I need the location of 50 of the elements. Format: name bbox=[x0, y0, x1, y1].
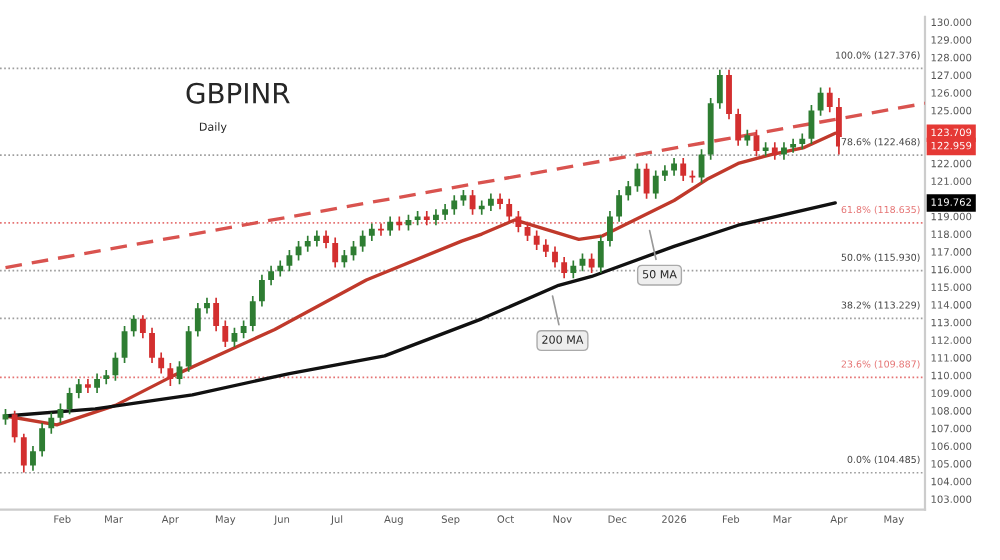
candlestick bbox=[634, 162, 641, 193]
candlestick bbox=[607, 210, 613, 248]
candlestick bbox=[139, 314, 146, 340]
candlestick bbox=[48, 411, 55, 435]
candlestick bbox=[332, 236, 339, 269]
candlestick bbox=[185, 325, 192, 373]
candlestick bbox=[75, 378, 82, 400]
candlestick bbox=[506, 197, 513, 223]
candlestick bbox=[625, 180, 632, 202]
candlestick bbox=[30, 445, 36, 472]
candlestick bbox=[835, 97, 842, 156]
candlestick bbox=[158, 351, 165, 375]
candlestick bbox=[259, 273, 265, 308]
candlestick bbox=[149, 326, 155, 364]
candlestick bbox=[597, 234, 604, 274]
candlestick bbox=[11, 409, 18, 444]
candlestick bbox=[735, 107, 742, 147]
candlestick bbox=[359, 229, 366, 253]
candlestick bbox=[616, 189, 623, 223]
candlestick bbox=[643, 162, 650, 200]
candlestick bbox=[94, 372, 101, 394]
candlestick bbox=[222, 319, 229, 348]
candlestick bbox=[268, 265, 275, 287]
candlestick bbox=[66, 386, 73, 416]
candlestick bbox=[533, 229, 540, 251]
candlestick bbox=[194, 302, 201, 338]
candlestick bbox=[469, 189, 476, 216]
candlestick bbox=[652, 169, 659, 200]
candlestick bbox=[451, 194, 458, 216]
candlestick bbox=[387, 215, 394, 237]
candlestick bbox=[588, 252, 595, 274]
candlestick bbox=[680, 157, 687, 182]
candlestick bbox=[561, 256, 568, 280]
candlestick bbox=[826, 86, 833, 114]
candlestick bbox=[286, 249, 293, 272]
text: GBPINR bbox=[186, 82, 290, 104]
candlestick bbox=[112, 351, 119, 382]
candlestick bbox=[130, 314, 137, 338]
candlestick bbox=[213, 296, 220, 333]
candlestick bbox=[716, 68, 723, 110]
candlestick bbox=[817, 86, 824, 117]
candlestick bbox=[378, 222, 384, 237]
candlestick bbox=[167, 362, 174, 387]
candlestick bbox=[39, 422, 46, 458]
candlestick bbox=[726, 68, 732, 121]
line-series bbox=[3, 201, 837, 418]
candlestick bbox=[20, 432, 27, 474]
candlestick bbox=[249, 295, 256, 333]
candlestick bbox=[552, 245, 558, 269]
candlestick bbox=[515, 210, 522, 234]
